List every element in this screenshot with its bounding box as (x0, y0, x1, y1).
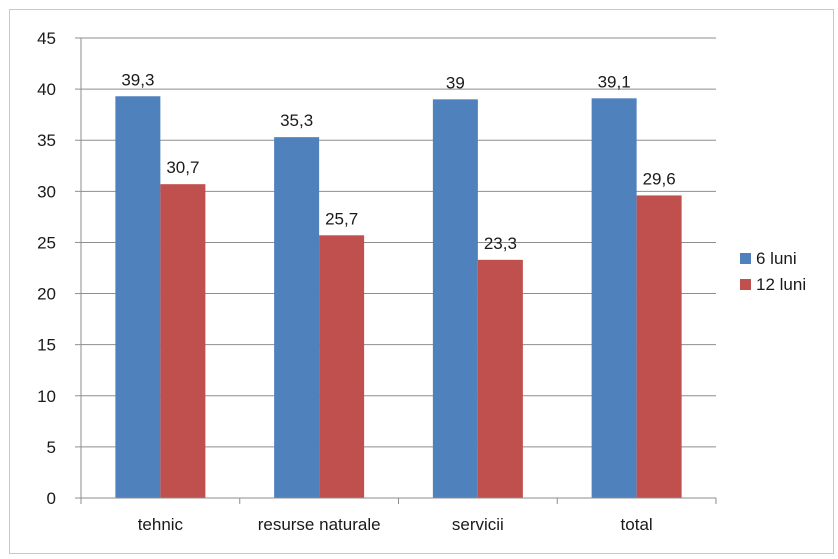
legend-swatch (740, 279, 751, 290)
y-tick-label: 40 (37, 80, 56, 99)
data-label: 39 (446, 73, 465, 92)
data-labels: 39,3 30,7 35,3 25,7 39 23,3 39,1 29,6 (121, 70, 675, 253)
y-tick-label: 25 (37, 233, 56, 252)
y-tick-label: 15 (37, 336, 56, 355)
x-category-label: total (621, 515, 653, 534)
y-tick-label: 35 (37, 131, 56, 150)
legend-label: 6 luni (756, 249, 797, 268)
y-tick-label: 45 (37, 29, 56, 48)
legend-swatch (740, 253, 751, 264)
y-tick-label: 5 (47, 438, 56, 457)
data-label: 23,3 (484, 234, 517, 253)
y-tick-label: 0 (47, 489, 56, 508)
x-category-label: resurse naturale (258, 515, 381, 534)
legend-label: 12 luni (756, 275, 806, 294)
data-label: 30,7 (166, 158, 199, 177)
x-category-label: tehnic (138, 515, 184, 534)
x-category-label: servicii (452, 515, 504, 534)
bar-12-luni-servicii (477, 259, 523, 498)
data-label: 35,3 (280, 111, 313, 130)
bar-12-luni-total (636, 195, 682, 498)
bar-12-luni-tehnic (160, 184, 206, 498)
bar-6-luni-servicii (432, 99, 478, 498)
data-label: 39,3 (121, 70, 154, 89)
legend: 6 luni 12 luni (740, 249, 806, 294)
bar-12-luni-resurse-naturale (319, 235, 365, 499)
data-label: 25,7 (325, 209, 358, 228)
bar-6-luni-resurse-naturale (274, 137, 320, 498)
data-label: 29,6 (643, 169, 676, 188)
y-axis-ticks: 0 5 10 15 20 25 30 35 40 45 (37, 29, 81, 508)
bar-6-luni-total (591, 98, 637, 499)
bars (115, 96, 682, 499)
y-tick-label: 30 (37, 182, 56, 201)
y-tick-label: 10 (37, 387, 56, 406)
data-label: 39,1 (598, 72, 631, 91)
y-tick-label: 20 (37, 285, 56, 304)
bar-6-luni-tehnic (115, 96, 161, 499)
x-axis: tehnic resurse naturale servicii total (80, 38, 717, 534)
